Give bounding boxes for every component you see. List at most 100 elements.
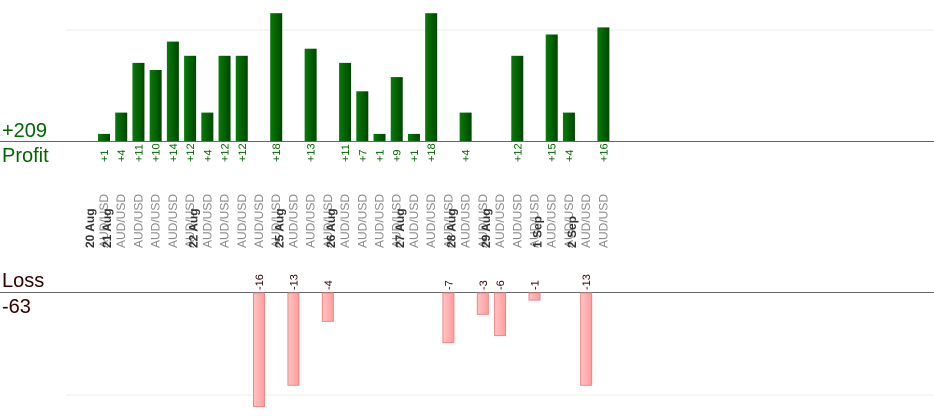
pair-label: AUD/USD bbox=[218, 194, 232, 248]
pair-label: AUD/USD bbox=[321, 194, 335, 248]
loss-bar bbox=[287, 292, 300, 386]
date-label: 2 Sep bbox=[565, 216, 579, 248]
pnl-label: +18 bbox=[426, 143, 438, 162]
pair-label: AUD/USD bbox=[304, 194, 318, 248]
profit-bar bbox=[184, 55, 197, 141]
pnl-label: +12 bbox=[220, 143, 232, 162]
profit-bar bbox=[304, 48, 317, 142]
loss-bar bbox=[494, 292, 507, 337]
pair-label: AUD/USD bbox=[338, 194, 352, 248]
profit-bar bbox=[98, 133, 110, 141]
pair-label: AUD/USD bbox=[579, 194, 593, 248]
pair-label: AUD/USD bbox=[510, 194, 524, 248]
loss-bar bbox=[252, 292, 265, 408]
profit-bar bbox=[149, 70, 162, 141]
pnl-label: -1 bbox=[530, 280, 542, 290]
pair-label: AUD/USD bbox=[97, 194, 111, 248]
profit-bar bbox=[201, 112, 214, 141]
pair-label: AUD/USD bbox=[200, 194, 214, 248]
loss-label: Loss bbox=[2, 270, 45, 292]
pnl-label: +7 bbox=[357, 149, 369, 162]
pnl-label: +11 bbox=[340, 144, 352, 162]
pnl-label: -13 bbox=[288, 274, 300, 290]
profit-bar bbox=[511, 55, 524, 141]
pair-label: AUD/USD bbox=[235, 194, 249, 248]
pair-label: AUD/USD bbox=[562, 194, 576, 248]
pnl-label: +4 bbox=[564, 149, 576, 162]
profit-bar bbox=[235, 55, 248, 141]
pair-label: AUD/USD bbox=[596, 194, 610, 248]
pnl-label: -13 bbox=[581, 274, 593, 290]
pnl-label: -4 bbox=[323, 280, 335, 290]
pair-label: AUD/USD bbox=[252, 194, 266, 248]
pair-label: AUD/USD bbox=[131, 194, 145, 248]
pair-label: AUD/USD bbox=[545, 194, 559, 248]
loss-bar bbox=[321, 292, 334, 322]
loss-bars bbox=[252, 292, 593, 408]
pnl-label: +11 bbox=[133, 144, 145, 162]
profit-bar bbox=[270, 13, 283, 142]
loss-bar bbox=[528, 292, 541, 301]
pair-label: AUD/USD bbox=[114, 194, 128, 248]
pair-label: AUD/USD bbox=[183, 194, 197, 248]
pair-label: AUD/USD bbox=[149, 194, 163, 248]
profit-bar bbox=[425, 13, 438, 142]
pair-label: AUD/USD bbox=[166, 194, 180, 248]
loss-total: -63 bbox=[2, 296, 31, 318]
profit-bar bbox=[562, 112, 575, 141]
date-label: 27 Aug bbox=[393, 208, 407, 248]
loss-bar bbox=[476, 292, 489, 315]
profit-bar bbox=[373, 133, 386, 141]
pnl-label: +12 bbox=[185, 143, 197, 162]
profit-bar bbox=[339, 62, 352, 141]
trade-labels: 20 Aug AUD/USD+121 Aug AUD/USD+4AUD/USD+11… bbox=[83, 143, 610, 290]
date-label: 20 Aug bbox=[83, 208, 97, 248]
pnl-label: +12 bbox=[512, 143, 524, 162]
pnl-label: +4 bbox=[461, 149, 473, 162]
profit-bar bbox=[166, 41, 179, 141]
pair-label: AUD/USD bbox=[459, 194, 473, 248]
profit-bar bbox=[390, 77, 403, 141]
pair-label: AUD/USD bbox=[424, 194, 438, 248]
pair-label: AUD/USD bbox=[493, 194, 507, 248]
pnl-label: -16 bbox=[254, 274, 266, 290]
pnl-label: +9 bbox=[392, 149, 404, 162]
profit-bar bbox=[545, 34, 558, 141]
pair-label: AUD/USD bbox=[373, 194, 387, 248]
pnl-label: +4 bbox=[202, 149, 214, 162]
date-label: 1 Sep bbox=[531, 216, 545, 248]
profit-bars bbox=[98, 13, 610, 142]
pair-label: AUD/USD bbox=[269, 194, 283, 248]
pnl-label: +13 bbox=[306, 143, 318, 162]
pair-label: AUD/USD bbox=[528, 194, 542, 248]
pnl-label: +1 bbox=[409, 149, 421, 162]
pnl-label: -3 bbox=[478, 280, 490, 290]
profit-bar bbox=[407, 133, 420, 141]
pnl-label: +10 bbox=[151, 143, 163, 162]
pair-label: AUD/USD bbox=[355, 194, 369, 248]
pnl-label: +14 bbox=[168, 143, 180, 162]
pair-label: AUD/USD bbox=[286, 194, 300, 248]
pnl-label: -7 bbox=[443, 280, 455, 290]
pair-label: AUD/USD bbox=[390, 194, 404, 248]
loss-bar bbox=[442, 292, 455, 344]
pnl-label: +16 bbox=[598, 143, 610, 162]
profit-bar bbox=[115, 112, 128, 141]
profit-bar bbox=[218, 55, 231, 141]
date-label: 25 Aug bbox=[272, 208, 286, 248]
pnl-label: +1 bbox=[99, 149, 111, 162]
pair-label: AUD/USD bbox=[407, 194, 421, 248]
profit-bar bbox=[356, 91, 369, 141]
date-label: 21 Aug bbox=[100, 208, 114, 248]
date-label: 29 Aug bbox=[479, 208, 493, 248]
date-label: 22 Aug bbox=[186, 208, 200, 248]
profit-bar bbox=[459, 112, 472, 141]
profit-total: +209 bbox=[2, 120, 48, 142]
profit-bar bbox=[132, 62, 145, 141]
pnl-label: +15 bbox=[547, 143, 559, 162]
pnl-label: +12 bbox=[237, 143, 249, 162]
profit-bar bbox=[597, 27, 610, 141]
pair-label: AUD/USD bbox=[476, 194, 490, 248]
pnl-label: +4 bbox=[116, 149, 128, 162]
